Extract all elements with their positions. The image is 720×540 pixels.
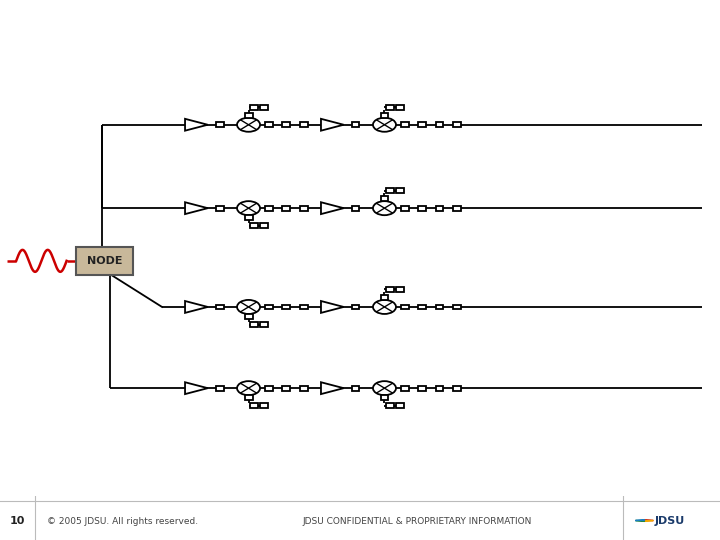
Bar xyxy=(386,403,394,408)
Bar xyxy=(397,188,405,193)
Bar xyxy=(453,305,461,309)
Circle shape xyxy=(373,300,396,314)
Bar xyxy=(265,386,273,390)
Text: JDSU CONFIDENTIAL & PROPRIETARY INFORMATION: JDSU CONFIDENTIAL & PROPRIETARY INFORMAT… xyxy=(302,517,532,526)
Bar xyxy=(453,123,461,127)
Bar xyxy=(401,386,409,390)
Bar xyxy=(265,206,273,211)
Text: HFC Network Architecture: HFC Network Architecture xyxy=(13,19,361,43)
Polygon shape xyxy=(185,382,208,394)
Bar xyxy=(282,305,290,309)
Circle shape xyxy=(373,118,396,132)
Polygon shape xyxy=(185,301,208,313)
Bar xyxy=(436,206,444,211)
Bar xyxy=(401,206,409,211)
Bar xyxy=(261,224,269,228)
Bar xyxy=(351,206,359,211)
Polygon shape xyxy=(185,202,208,214)
Bar xyxy=(381,295,389,300)
Bar xyxy=(216,305,224,309)
Bar xyxy=(261,105,269,110)
Bar xyxy=(351,123,359,127)
Bar xyxy=(453,386,461,390)
Polygon shape xyxy=(321,301,343,313)
Bar xyxy=(418,206,426,211)
Bar xyxy=(381,395,389,400)
Bar xyxy=(216,123,224,127)
Bar xyxy=(250,105,258,110)
Bar xyxy=(265,305,273,309)
Bar xyxy=(245,314,253,319)
Bar xyxy=(351,386,359,390)
Bar xyxy=(250,224,258,228)
Bar xyxy=(381,113,389,118)
Circle shape xyxy=(237,201,260,215)
Bar xyxy=(265,123,273,127)
Text: 10: 10 xyxy=(9,516,25,526)
Bar xyxy=(397,287,405,292)
Bar xyxy=(300,123,307,127)
Text: © 2005 JDSU. All rights reserved.: © 2005 JDSU. All rights reserved. xyxy=(47,517,198,526)
Bar xyxy=(250,403,258,408)
Bar xyxy=(418,386,426,390)
Bar xyxy=(386,287,394,292)
Circle shape xyxy=(237,118,260,132)
Bar xyxy=(386,188,394,193)
Circle shape xyxy=(373,381,396,395)
Bar xyxy=(250,322,258,327)
Bar xyxy=(381,197,389,201)
Circle shape xyxy=(373,201,396,215)
Bar xyxy=(282,386,290,390)
Circle shape xyxy=(237,381,260,395)
Bar xyxy=(245,395,253,400)
Text: NODE: NODE xyxy=(86,256,122,266)
Bar xyxy=(436,123,444,127)
Text: JDSU: JDSU xyxy=(654,516,685,525)
Polygon shape xyxy=(644,519,653,521)
Bar xyxy=(453,206,461,211)
Bar xyxy=(261,403,269,408)
Polygon shape xyxy=(321,119,343,131)
Circle shape xyxy=(237,300,260,314)
Bar xyxy=(436,305,444,309)
Bar xyxy=(401,305,409,309)
Polygon shape xyxy=(321,382,343,394)
Bar xyxy=(351,305,359,309)
Bar xyxy=(401,123,409,127)
Bar xyxy=(418,305,426,309)
Bar xyxy=(216,386,224,390)
Bar xyxy=(245,113,253,118)
Bar xyxy=(245,215,253,220)
Bar xyxy=(300,386,307,390)
FancyBboxPatch shape xyxy=(76,247,133,275)
Bar xyxy=(216,206,224,211)
Bar xyxy=(282,206,290,211)
Polygon shape xyxy=(321,202,343,214)
Bar xyxy=(436,386,444,390)
Bar xyxy=(261,322,269,327)
Bar xyxy=(300,206,307,211)
Polygon shape xyxy=(185,119,208,131)
Bar xyxy=(418,123,426,127)
Bar xyxy=(386,105,394,110)
Bar xyxy=(300,305,307,309)
Polygon shape xyxy=(636,519,644,521)
Bar xyxy=(397,403,405,408)
Bar xyxy=(282,123,290,127)
Bar xyxy=(397,105,405,110)
